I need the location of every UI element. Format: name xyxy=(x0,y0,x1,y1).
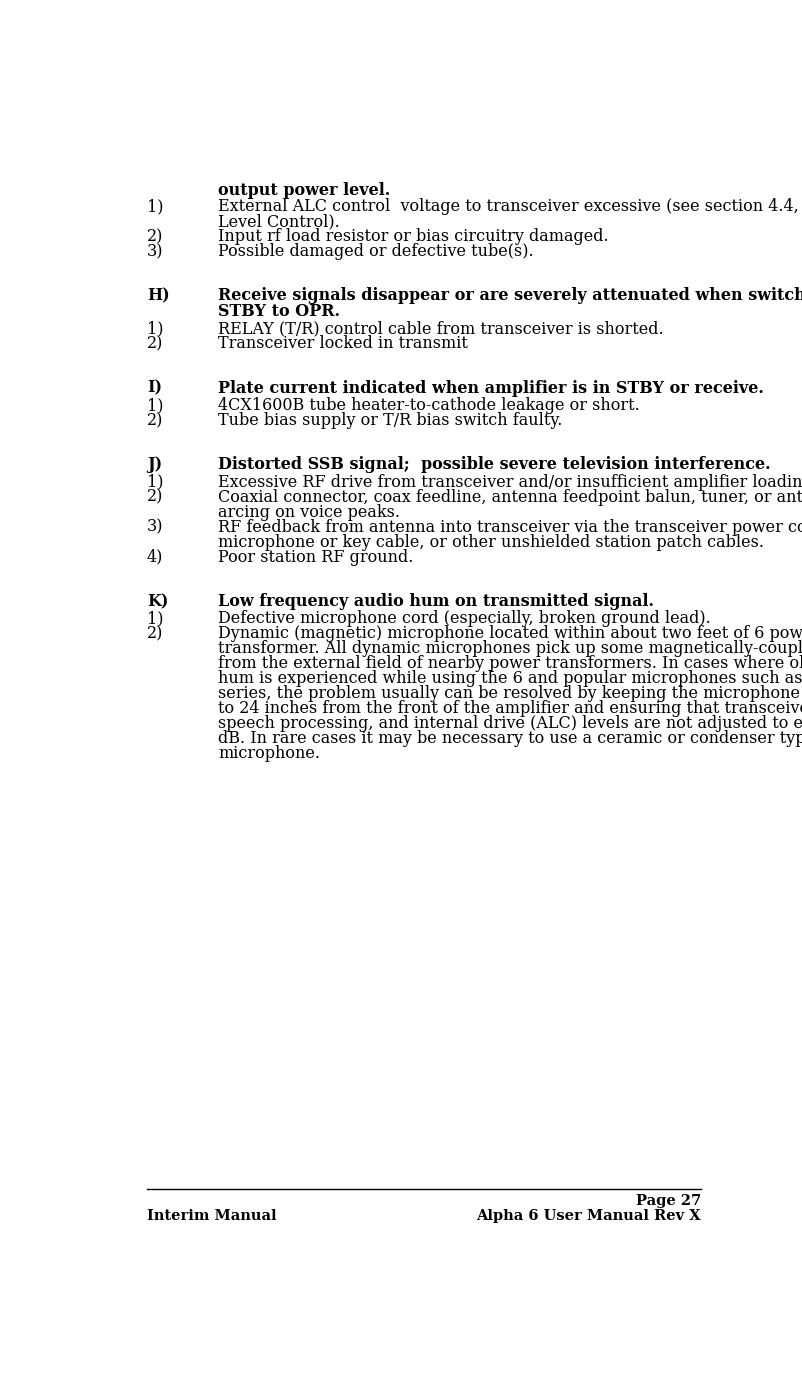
Text: 2): 2) xyxy=(147,228,163,245)
Text: hum is experienced while using the 6 and popular microphones such as the Heil: hum is experienced while using the 6 and… xyxy=(218,670,802,688)
Text: Coaxial connector, coax feedline, antenna feedpoint balun, tuner, or antenna tra: Coaxial connector, coax feedline, antenn… xyxy=(218,489,802,506)
Text: 4CX1600B tube heater-to-cathode leakage or short.: 4CX1600B tube heater-to-cathode leakage … xyxy=(218,398,639,414)
Text: 1): 1) xyxy=(147,197,163,215)
Text: K): K) xyxy=(147,594,168,610)
Text: series, the problem usually can be resolved by keeping the microphone at least 1: series, the problem usually can be resol… xyxy=(218,685,802,702)
Text: RF feedback from antenna into transceiver via the transceiver power cord,: RF feedback from antenna into transceive… xyxy=(218,518,802,535)
Text: Receive signals disappear or are severely attenuated when switching from: Receive signals disappear or are severel… xyxy=(218,288,802,304)
Text: Level Control).: Level Control). xyxy=(218,213,339,229)
Text: Low frequency audio hum on transmitted signal.: Low frequency audio hum on transmitted s… xyxy=(218,594,654,610)
Text: 2): 2) xyxy=(147,335,163,353)
Text: microphone.: microphone. xyxy=(218,745,320,763)
Text: transformer. All dynamic microphones pick up some magnetically-coupled hum: transformer. All dynamic microphones pic… xyxy=(218,641,802,657)
Text: Tube bias supply or T/R bias switch faulty.: Tube bias supply or T/R bias switch faul… xyxy=(218,411,562,430)
Text: Transceiver locked in transmit: Transceiver locked in transmit xyxy=(218,335,468,353)
Text: Excessive RF drive from transceiver and/or insufficient amplifier loading.: Excessive RF drive from transceiver and/… xyxy=(218,474,802,491)
Text: I): I) xyxy=(147,379,162,396)
Text: to 24 inches from the front of the amplifier and ensuring that transceiver mike : to 24 inches from the front of the ampli… xyxy=(218,701,802,717)
Text: Input rf load resistor or bias circuitry damaged.: Input rf load resistor or bias circuitry… xyxy=(218,228,608,245)
Text: RELAY (T/R) control cable from transceiver is shorted.: RELAY (T/R) control cable from transceiv… xyxy=(218,321,663,338)
Text: 1): 1) xyxy=(147,474,163,491)
Text: output power level.: output power level. xyxy=(218,182,390,199)
Text: Possible damaged or defective tube(s).: Possible damaged or defective tube(s). xyxy=(218,243,533,260)
Text: Alpha 6 User Manual Rev X: Alpha 6 User Manual Rev X xyxy=(476,1209,700,1223)
Text: 1): 1) xyxy=(147,610,163,627)
Text: Distorted SSB signal;  possible severe television interference.: Distorted SSB signal; possible severe te… xyxy=(218,456,770,474)
Text: 2): 2) xyxy=(147,411,163,430)
Text: Dynamic (magnetic) microphone located within about two feet of 6 power: Dynamic (magnetic) microphone located wi… xyxy=(218,626,802,642)
Text: from the external field of nearby power transformers. In cases where objectionab: from the external field of nearby power … xyxy=(218,655,802,673)
Text: STBY to OPR.: STBY to OPR. xyxy=(218,303,340,320)
Text: External ALC control  voltage to transceiver excessive (see section 4.4, Automat: External ALC control voltage to transcei… xyxy=(218,197,802,215)
Text: 4): 4) xyxy=(147,549,163,566)
Text: 1): 1) xyxy=(147,321,163,338)
Text: dB. In rare cases it may be necessary to use a ceramic or condenser type: dB. In rare cases it may be necessary to… xyxy=(218,730,802,748)
Text: 2): 2) xyxy=(147,489,163,506)
Text: speech processing, and internal drive (ALC) levels are not adjusted to exceed 10: speech processing, and internal drive (A… xyxy=(218,716,802,733)
Text: H): H) xyxy=(147,288,169,304)
Text: microphone or key cable, or other unshielded station patch cables.: microphone or key cable, or other unshie… xyxy=(218,534,764,550)
Text: 3): 3) xyxy=(147,518,163,535)
Text: J): J) xyxy=(147,456,162,474)
Text: 3): 3) xyxy=(147,243,163,260)
Text: Poor station RF ground.: Poor station RF ground. xyxy=(218,549,413,566)
Text: 2): 2) xyxy=(147,626,163,642)
Text: Interim Manual: Interim Manual xyxy=(147,1209,276,1223)
Text: arcing on voice peaks.: arcing on voice peaks. xyxy=(218,503,399,521)
Text: Defective microphone cord (especially, broken ground lead).: Defective microphone cord (especially, b… xyxy=(218,610,710,627)
Text: Plate current indicated when amplifier is in STBY or receive.: Plate current indicated when amplifier i… xyxy=(218,379,763,396)
Text: Page 27: Page 27 xyxy=(635,1194,700,1208)
Text: 1): 1) xyxy=(147,398,163,414)
